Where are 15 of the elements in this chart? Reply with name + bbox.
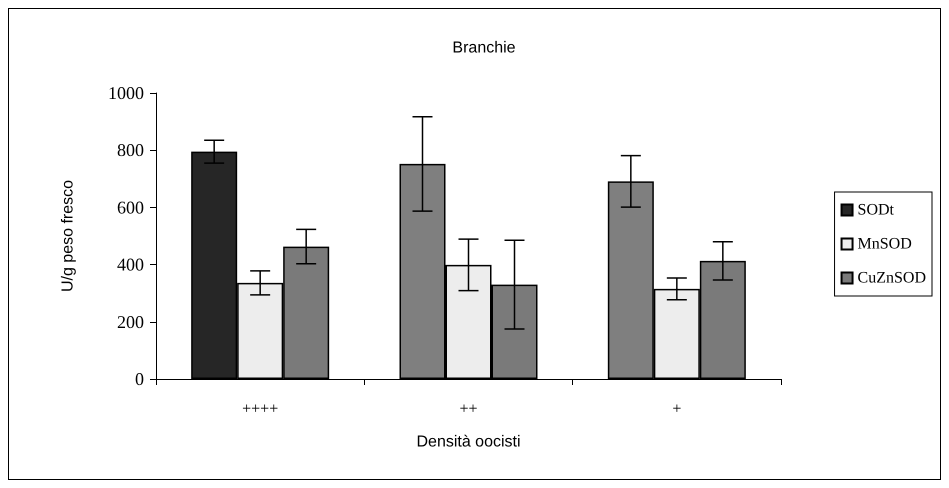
y-tick-label: 200 bbox=[117, 312, 144, 332]
x-tick-label: ++ bbox=[459, 400, 478, 418]
y-tick-label: 0 bbox=[135, 369, 144, 389]
y-tick-label: 800 bbox=[117, 140, 144, 160]
y-tick-label: 600 bbox=[117, 197, 144, 218]
y-tick-label: 400 bbox=[117, 254, 144, 275]
x-tick-label: + bbox=[672, 400, 682, 418]
legend-label: MnSOD bbox=[858, 236, 912, 252]
chart-title: Branchie bbox=[452, 40, 516, 56]
y-axis-title: U/g peso fresco bbox=[60, 180, 76, 292]
y-tick-label: 1000 bbox=[108, 83, 144, 103]
x-axis-title: Densità oocisti bbox=[416, 434, 521, 450]
legend-label: CuZnSOD bbox=[858, 270, 926, 286]
x-tick-label: ++++ bbox=[242, 400, 278, 418]
legend-label: SODt bbox=[858, 202, 895, 218]
